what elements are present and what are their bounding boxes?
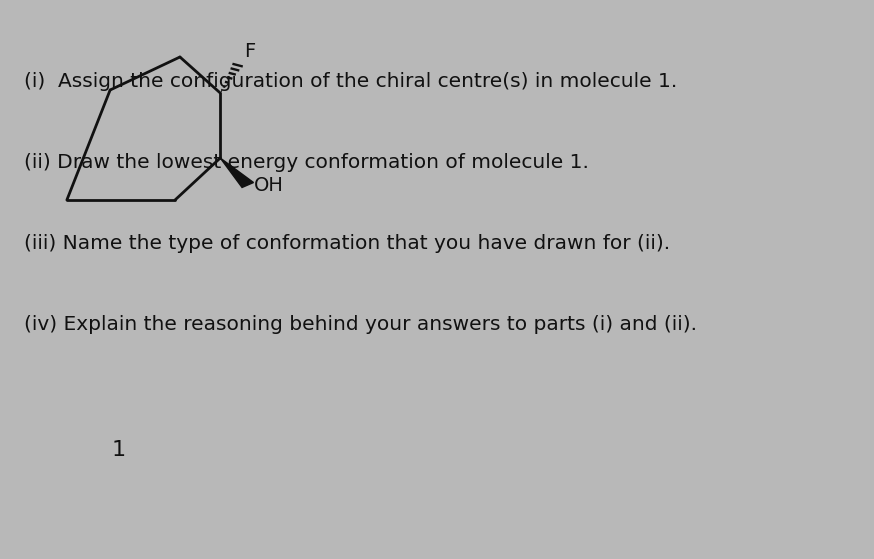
- Text: 1: 1: [112, 440, 126, 460]
- Polygon shape: [220, 158, 253, 187]
- Text: (iii) Name the type of conformation that you have drawn for (ii).: (iii) Name the type of conformation that…: [24, 234, 670, 253]
- Text: (iv) Explain the reasoning behind your answers to parts (i) and (ii).: (iv) Explain the reasoning behind your a…: [24, 315, 697, 334]
- Text: (i)  Assign the configuration of the chiral centre(s) in molecule 1.: (i) Assign the configuration of the chir…: [24, 72, 677, 91]
- Text: (ii) Draw the lowest energy conformation of molecule 1.: (ii) Draw the lowest energy conformation…: [24, 153, 589, 172]
- Text: OH: OH: [253, 176, 283, 195]
- Text: F: F: [244, 42, 255, 61]
